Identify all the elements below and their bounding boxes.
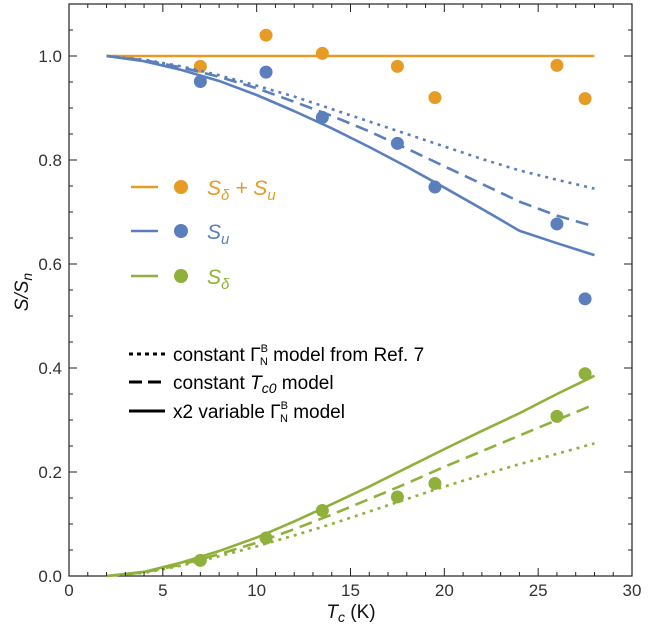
series-2-line-dashed: [106, 403, 595, 578]
series-0-point: [428, 91, 442, 105]
plot-layer: [106, 28, 596, 578]
series-1-point: [315, 110, 329, 124]
x-tick-label: 25: [529, 581, 548, 600]
x-tick-label: 10: [247, 581, 266, 600]
series-1-point: [578, 292, 592, 306]
series-0-point: [259, 28, 273, 42]
series-2-point: [428, 476, 442, 490]
series-0-point: [550, 58, 564, 72]
series-2-point: [193, 553, 207, 567]
series-2-point: [578, 367, 592, 381]
series-1-point: [390, 136, 404, 150]
series-0-point: [193, 59, 207, 73]
series-2-point: [390, 490, 404, 504]
y-axis-label: S/Sn: [12, 273, 35, 312]
legend-label: Sδ + Su: [207, 177, 276, 204]
x-tick-label: 15: [341, 581, 360, 600]
series-1-line-dotted: [106, 54, 595, 190]
legend-marker: [174, 180, 188, 194]
series-2-point: [315, 503, 329, 517]
series-2-point: [259, 531, 273, 545]
series-1-point: [259, 65, 273, 79]
x-tick-label: 30: [623, 581, 642, 600]
legend-label: Sδ: [207, 266, 230, 293]
model-legend-label: constant Tc0 model: [173, 373, 334, 396]
series-0-point: [315, 46, 329, 60]
series-1-line-dashed: [106, 54, 595, 228]
x-tick-label: 0: [64, 581, 73, 600]
series-1-line-solid: [106, 54, 595, 257]
x-tick-label: 5: [158, 581, 167, 600]
y-tick-label: 0.2: [38, 463, 62, 482]
y-tick-label: 1.0: [38, 47, 62, 66]
y-tick-label: 0.8: [38, 151, 62, 170]
series-1-point: [428, 180, 442, 194]
series-1-point: [550, 217, 564, 231]
x-tick-label: 20: [435, 581, 454, 600]
series-1-point: [193, 74, 207, 88]
legend: Sδ + Su Su Sδ constant ΓB N model from Ref. …: [129, 177, 424, 425]
ticks-layer: 0 5 10 15 20 25 30 0.0 0.2 0.4 0.6 0.8 1.0: [38, 3, 642, 600]
series-2-line-dotted: [106, 442, 595, 578]
series-0-point: [390, 59, 404, 73]
series-2-point: [550, 409, 564, 423]
series-0-point: [578, 92, 592, 106]
series-2-line-solid: [106, 374, 596, 578]
y-tick-label: 0.6: [38, 255, 62, 274]
model-legend-label: constant ΓB N model from Ref. 7: [173, 343, 424, 368]
legend-marker: [174, 269, 188, 283]
legend-label: Su: [207, 221, 230, 248]
plot-frame: [68, 3, 633, 577]
y-tick-label: 0.4: [38, 359, 62, 378]
y-tick-label: 0.0: [38, 567, 62, 586]
model-legend-label: x2 variable ΓB N model: [173, 400, 345, 425]
x-axis-label: Tc (K): [326, 602, 375, 625]
legend-marker: [174, 224, 188, 238]
